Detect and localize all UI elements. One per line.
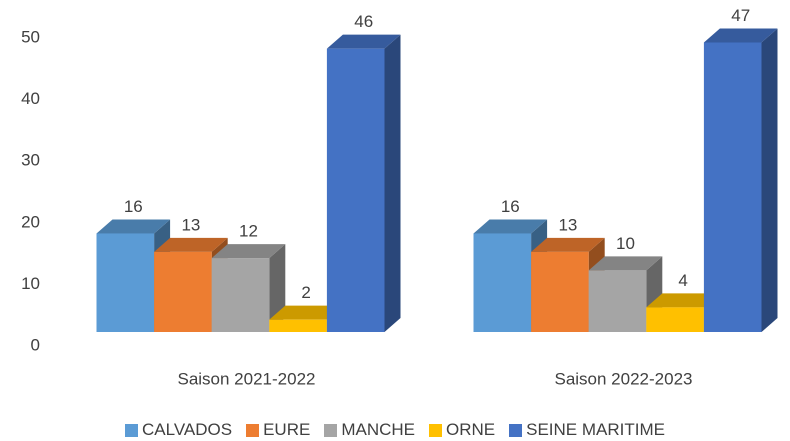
- legend-item: SEINE MARITIME: [509, 420, 665, 440]
- bar-top: [326, 34, 401, 49]
- bar: [96, 233, 155, 332]
- bar: [588, 270, 647, 332]
- y-tick-label: 30: [21, 151, 40, 170]
- legend-item: ORNE: [429, 420, 495, 440]
- data-label: 13: [181, 215, 200, 234]
- data-label: 2: [301, 283, 310, 302]
- bar-top: [646, 293, 720, 308]
- data-label: 10: [616, 234, 635, 253]
- data-label: 12: [239, 222, 258, 241]
- x-tick-label: Saison 2021-2022: [177, 369, 315, 388]
- legend-swatch: [125, 423, 139, 437]
- bar: [269, 319, 327, 332]
- bar: [154, 251, 212, 332]
- bar-top: [531, 237, 605, 252]
- bar-side: [384, 34, 401, 332]
- x-tick-label: Saison 2022-2023: [554, 369, 692, 388]
- legend-item: MANCHE: [324, 420, 415, 440]
- bar-top: [96, 219, 171, 234]
- bar: [703, 42, 762, 332]
- chart: 0 10 20 30 40 50 Saison 2021-2022 16 13 12 2 46 Sais…: [21, 6, 778, 388]
- legend-label: CALVADOS: [142, 420, 233, 439]
- bar: [531, 251, 589, 332]
- bar-top: [703, 28, 778, 43]
- y-tick-label: 10: [21, 274, 40, 293]
- bar: [473, 233, 532, 332]
- legend-swatch: [429, 423, 442, 437]
- bar-side: [761, 28, 778, 332]
- y-tick-label: 40: [21, 89, 40, 108]
- legend-swatch: [509, 423, 523, 437]
- data-label: 47: [731, 6, 750, 25]
- legend-label: SEINE MARITIME: [526, 420, 665, 439]
- data-label: 46: [354, 12, 373, 31]
- legend: CALVADOS EURE MANCHE ORNE SEINE MARITIME: [0, 420, 790, 440]
- legend-label: EURE: [263, 420, 311, 439]
- bar-top: [211, 244, 286, 259]
- data-label: 4: [678, 271, 687, 290]
- legend-label: MANCHE: [341, 420, 415, 439]
- bar: [211, 258, 270, 332]
- bar-top: [473, 219, 548, 234]
- y-tick-label: 50: [21, 27, 40, 46]
- legend-swatch: [246, 423, 260, 437]
- bar-top: [154, 237, 228, 252]
- bar: [646, 307, 704, 332]
- data-label: 13: [558, 215, 577, 234]
- bar-top: [269, 305, 343, 320]
- bar-top: [588, 256, 663, 271]
- legend-item: CALVADOS: [125, 420, 232, 440]
- data-label: 16: [124, 197, 143, 216]
- legend-item: EURE: [246, 420, 310, 440]
- bar: [326, 48, 385, 332]
- y-tick-label: 0: [31, 335, 40, 354]
- data-label: 16: [501, 197, 520, 216]
- legend-swatch: [324, 423, 338, 437]
- legend-label: ORNE: [446, 420, 496, 439]
- y-tick-label: 20: [21, 212, 40, 231]
